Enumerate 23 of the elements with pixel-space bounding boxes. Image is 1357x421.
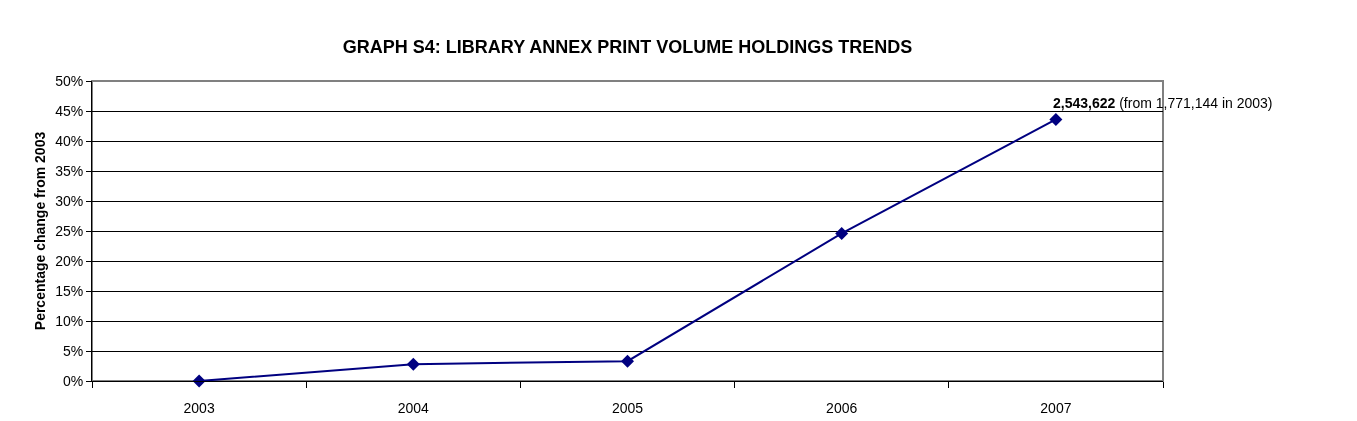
y-tick-label: 5% [62,342,84,359]
chart-title: GRAPH S4: LIBRARY ANNEX PRINT VOLUME HOLDINGS TRENDS [342,36,913,57]
x-tick-label: 2007 [1040,399,1072,416]
y-tick-label: 20% [55,252,84,269]
x-tick-label: 2003 [183,399,215,416]
y-tick-label: 50% [55,72,84,89]
y-tick-label: 15% [55,282,84,299]
x-tick-label: 2004 [397,399,430,416]
y-tick-label: 0% [62,372,84,389]
y-axis-title: Percentage change from 2003 [31,131,48,331]
y-tick-label: 40% [55,132,84,149]
y-tick-label: 30% [55,192,84,209]
point [621,354,634,368]
x-tick-label: 2006 [826,399,858,416]
y-tick-label: 10% [55,312,84,329]
annotation: 2,543,622 (from 1,771,144 in 2003) [1053,95,1273,111]
y-tick-label: 35% [55,162,84,179]
point [835,226,849,240]
point [406,357,420,371]
y-tick-label: 45% [55,102,84,119]
x-tick-label: 2005 [611,399,644,416]
y-tick-label: 25% [55,222,84,239]
point [1049,112,1063,126]
